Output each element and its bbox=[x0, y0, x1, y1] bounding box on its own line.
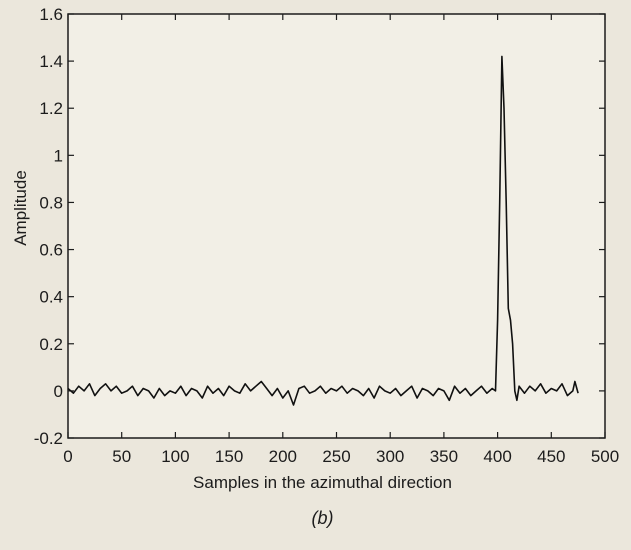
x-tick-label: 500 bbox=[591, 447, 619, 466]
y-tick-label: 0 bbox=[54, 382, 63, 401]
y-tick-label: 0.6 bbox=[39, 241, 63, 260]
y-tick-label: 0.4 bbox=[39, 288, 63, 307]
y-tick-label: -0.2 bbox=[34, 429, 63, 448]
figure-caption: (b) bbox=[312, 508, 334, 528]
x-tick-label: 350 bbox=[430, 447, 458, 466]
x-tick-label: 300 bbox=[376, 447, 404, 466]
y-tick-label: 0.8 bbox=[39, 193, 63, 212]
x-axis-title: Samples in the azimuthal direction bbox=[193, 473, 452, 492]
y-axis-title: Amplitude bbox=[11, 170, 30, 246]
x-tick-label: 0 bbox=[63, 447, 72, 466]
y-tick-label: 1 bbox=[54, 146, 63, 165]
x-tick-label: 150 bbox=[215, 447, 243, 466]
plot-area bbox=[67, 13, 606, 439]
x-tick-label: 400 bbox=[483, 447, 511, 466]
x-tick-label: 450 bbox=[537, 447, 565, 466]
x-tick-label: 250 bbox=[322, 447, 350, 466]
x-tick-label: 200 bbox=[269, 447, 297, 466]
y-axis-ticks: -0.2 0 0.2 0.4 0.6 0.8 1 1.2 1.4 1.6 bbox=[34, 5, 605, 448]
x-axis-ticks: 0 50 100 150 200 250 300 350 400 450 500 bbox=[63, 14, 619, 466]
series-line bbox=[67, 55, 579, 406]
x-tick-label: 100 bbox=[161, 447, 189, 466]
y-tick-label: 1.6 bbox=[39, 5, 63, 24]
y-tick-label: 1.4 bbox=[39, 52, 63, 71]
x-tick-label: 50 bbox=[112, 447, 131, 466]
y-tick-label: 1.2 bbox=[39, 99, 63, 118]
y-tick-label: 0.2 bbox=[39, 335, 63, 354]
